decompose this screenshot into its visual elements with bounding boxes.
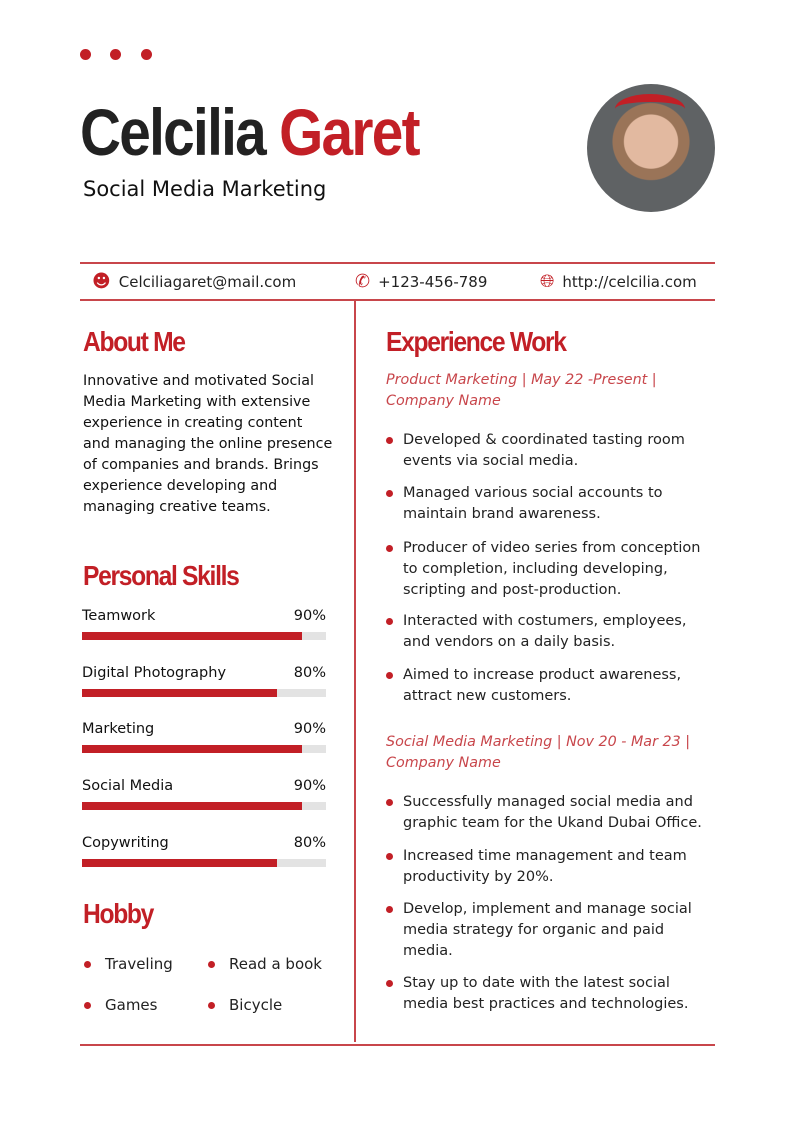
decor-dot: [80, 49, 91, 60]
skill-item: Social Media 90%: [82, 778, 326, 811]
column-divider: [354, 300, 356, 1042]
bullet-text: Aimed to increase product awareness, att…: [403, 667, 682, 704]
experience-bullet: Producer of video series from conception…: [386, 538, 716, 601]
experience-bullet: Managed various social accounts to maint…: [386, 483, 716, 525]
bullet-icon: [386, 980, 393, 987]
skill-bar-fill: [82, 745, 302, 754]
bullet-text: Producer of video series from conception…: [403, 540, 701, 598]
contact-website: 🌐︎ http://celcilia.com: [540, 271, 697, 292]
contact-email: ☻ Celciliagaret@mail.com: [92, 271, 296, 292]
contact-phone: ✆ +123-456-789: [355, 271, 487, 292]
skill-bar-fill: [82, 802, 302, 811]
bullet-icon: [386, 437, 393, 444]
hobby-item: Traveling: [84, 955, 173, 973]
skill-item: Copywriting 80%: [82, 835, 326, 867]
experience-bullet: Interacted with costumers, employees, an…: [386, 611, 716, 653]
bullet-icon: [386, 490, 393, 497]
skill-percent: 80%: [293, 664, 326, 681]
skills-heading: Personal Skills: [83, 560, 240, 591]
bullet-text: Successfully managed social media and gr…: [403, 794, 702, 831]
skill-bar: [82, 858, 326, 867]
email-link[interactable]: Celciliagaret@mail.com: [118, 272, 297, 291]
skill-percent: 90%: [293, 778, 326, 795]
bullet-icon: [386, 906, 393, 913]
bullet-text: Develop, implement and manage social med…: [403, 901, 692, 959]
skill-bar: [82, 802, 326, 811]
decor-dot: [110, 49, 121, 60]
skill-bar-fill: [82, 858, 278, 867]
job-title: Social Media Marketing: [83, 177, 327, 201]
bullet-text: Stay up to date with the latest social m…: [403, 975, 689, 1012]
skill-bar: [82, 745, 326, 754]
skill-label: Digital Photography: [82, 664, 227, 681]
about-heading: About Me: [83, 326, 186, 357]
hobby-item: Games: [84, 996, 157, 1014]
skill-bar: [82, 688, 326, 697]
job-title: Social Media Marketing | Nov 20 - Mar 23…: [386, 734, 691, 771]
skill-bar-fill: [82, 688, 278, 697]
skill-item: Teamwork 90%: [82, 608, 326, 640]
bullet-icon: [386, 618, 393, 625]
skill-item: Digital Photography 80%: [82, 665, 326, 697]
skill-item: Marketing 90%: [82, 721, 326, 754]
skill-bar-fill: [82, 632, 302, 640]
skill-percent: 90%: [293, 608, 326, 624]
phone-icon: ✆: [355, 271, 371, 292]
skill-percent: 80%: [293, 834, 326, 851]
bullet-icon: [386, 545, 393, 552]
skill-percent: 90%: [293, 721, 326, 738]
person-icon: ☻: [92, 271, 111, 292]
last-name: Garet: [279, 95, 420, 169]
website-link[interactable]: http://celcilia.com: [562, 272, 697, 291]
skill-bar: [82, 632, 326, 640]
bullet-icon: [386, 799, 393, 806]
divider: [80, 1044, 715, 1046]
first-name: Celcilia: [80, 95, 267, 169]
job-title: Product Marketing | May 22 -Present | Co…: [386, 372, 657, 409]
divider: [80, 262, 715, 264]
skill-label: Copywriting: [82, 834, 169, 851]
hobby-item: Bicycle: [208, 996, 282, 1014]
globe-icon: 🌐︎: [540, 271, 555, 292]
experience-bullet: Developed & coordinated tasting room eve…: [386, 430, 716, 472]
profile-photo: [587, 84, 715, 212]
bullet-text: Developed & coordinated tasting room eve…: [403, 432, 685, 469]
bullet-text: Managed various social accounts to maint…: [403, 485, 663, 522]
candidate-name: Celcilia Garet: [80, 92, 420, 172]
experience-bullet: Develop, implement and manage social med…: [386, 899, 716, 962]
experience-bullet: Aimed to increase product awareness, att…: [386, 665, 716, 707]
bullet-icon: [386, 853, 393, 860]
about-text: Innovative and motivated Social Media Ma…: [83, 373, 333, 515]
skill-label: Social Media: [82, 778, 174, 795]
hobby-item: Read a book: [208, 955, 322, 973]
skill-label: Teamwork: [82, 608, 156, 624]
experience-bullet: Increased time management and team produ…: [386, 846, 716, 888]
experience-bullet: Stay up to date with the latest social m…: [386, 973, 716, 1015]
experience-bullet: Successfully managed social media and gr…: [386, 792, 716, 834]
phone-link[interactable]: +123-456-789: [378, 272, 488, 291]
divider: [80, 299, 715, 301]
bullet-text: Interacted with costumers, employees, an…: [403, 613, 687, 650]
bullet-text: Increased time management and team produ…: [403, 848, 687, 885]
hobby-heading: Hobby: [83, 898, 154, 929]
decor-dot: [141, 49, 152, 60]
bullet-icon: [386, 672, 393, 679]
experience-heading: Experience Work: [386, 326, 567, 357]
skill-label: Marketing: [82, 721, 155, 738]
